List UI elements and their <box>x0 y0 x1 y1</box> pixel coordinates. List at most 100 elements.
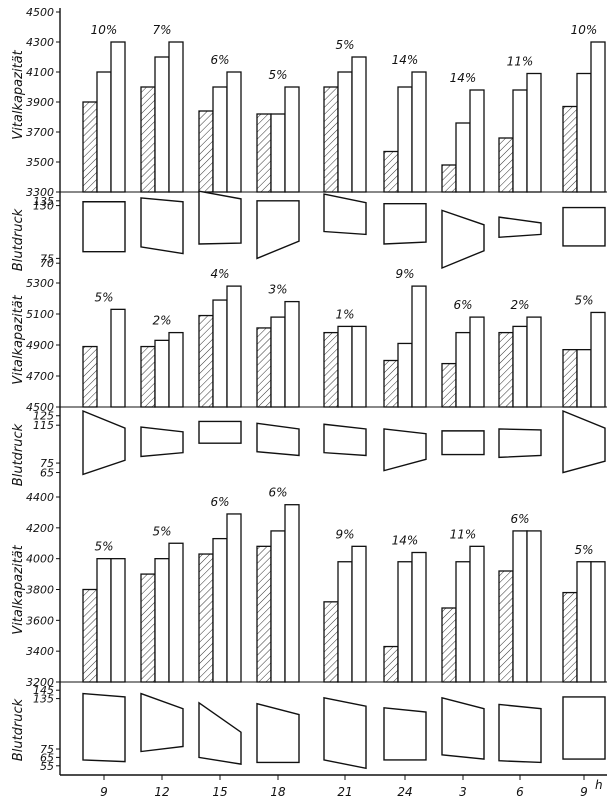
pct-label-2-1: 5% <box>152 524 171 538</box>
vital-tick-label-0: 3500 <box>26 156 54 169</box>
vital-bar-0-2-2 <box>226 71 242 193</box>
vital-bar-0-6-1 <box>455 122 471 193</box>
vital-bar-2-3-0 <box>256 545 272 683</box>
vital-bar-1-5-0 <box>383 359 399 408</box>
bp-shape-1-6 <box>441 430 485 456</box>
vital-bar-2-6-2 <box>469 545 485 683</box>
vital-bar-1-4-0 <box>323 331 339 408</box>
bp-tick-label-0: 135 <box>33 195 54 208</box>
pct-label-2-2: 6% <box>210 495 229 509</box>
bp-shape-2-2 <box>198 701 242 765</box>
vital-bar-0-3-1 <box>270 113 286 193</box>
vital-tick-label-1: 5100 <box>26 308 54 321</box>
bp-shape-2-3 <box>256 702 300 764</box>
ylabel-vital-3: Vitalkapazität <box>11 544 26 634</box>
vital-tick-label-2: 3600 <box>26 614 54 627</box>
vital-bar-1-2-2 <box>226 285 242 408</box>
vital-tick-label-1: 4500 <box>26 401 54 414</box>
vital-bar-2-3-1 <box>270 530 286 683</box>
bp-shape-2-5 <box>383 707 427 761</box>
bp-shape-2-0 <box>82 692 126 763</box>
vital-bar-0-8-0 <box>562 105 578 193</box>
vital-bar-2-0-0 <box>82 588 98 683</box>
vital-bar-1-1-0 <box>140 345 156 408</box>
pct-label-1-2: 4% <box>210 267 229 281</box>
x-tick-label-4: 21 <box>337 785 352 799</box>
vital-bar-1-5-2 <box>411 285 427 408</box>
pct-label-2-7: 6% <box>510 512 529 526</box>
pct-label-2-4: 9% <box>335 527 354 541</box>
ylabel-bp-1: Blutdruck <box>11 208 26 271</box>
vital-bar-0-4-2 <box>351 56 367 193</box>
bp-tick-label-2: 135 <box>33 693 54 706</box>
vital-tick-label-0: 4300 <box>26 36 54 49</box>
vital-bar-1-0-2 <box>110 308 126 408</box>
vital-bar-2-5-1 <box>397 561 413 683</box>
vital-bar-0-1-0 <box>140 86 156 193</box>
vital-bar-2-2-0 <box>198 553 214 683</box>
bp-shape-0-6 <box>441 209 485 270</box>
x-tick-label-0: 9 <box>100 785 108 799</box>
vital-bar-0-7-0 <box>498 137 514 193</box>
vital-bar-0-6-0 <box>441 164 457 193</box>
pct-label-1-4: 1% <box>335 307 354 321</box>
bp-shape-0-4 <box>323 193 367 236</box>
vital-tick-label-2: 4200 <box>26 522 54 535</box>
bp-shape-1-2 <box>198 420 242 444</box>
vital-bar-0-6-2 <box>469 89 485 193</box>
bp-tick-label-0: 130 <box>33 200 54 213</box>
bp-shape-0-8 <box>562 206 606 247</box>
vital-bar-2-7-2 <box>526 530 542 683</box>
vital-bar-1-6-1 <box>455 331 471 408</box>
vital-bar-1-4-1 <box>337 325 353 408</box>
vital-bar-0-5-0 <box>383 150 399 193</box>
bp-shape-1-3 <box>256 422 300 457</box>
vital-tick-label-2: 4400 <box>26 491 54 504</box>
x-tick-label-7: 6 <box>516 785 524 799</box>
bp-shape-2-4 <box>323 696 367 770</box>
bp-shape-0-2 <box>198 190 242 245</box>
vital-tick-label-0: 3700 <box>26 126 54 139</box>
x-tick-label-8: 9 <box>580 785 588 799</box>
vital-bar-2-1-2 <box>168 542 184 683</box>
pct-label-0-4: 5% <box>335 38 354 52</box>
vital-bar-1-3-2 <box>284 300 300 408</box>
pct-label-2-6: 11% <box>450 527 477 541</box>
bp-shape-2-1 <box>140 692 184 753</box>
bp-tick-label-2: 145 <box>33 684 54 697</box>
vital-bar-1-8-1 <box>576 348 592 408</box>
x-tick-label-1: 12 <box>154 785 169 799</box>
vital-tick-label-0: 3300 <box>26 186 54 199</box>
bp-shape-1-5 <box>383 428 427 472</box>
pct-label-1-6: 6% <box>453 298 472 312</box>
vital-bar-2-4-2 <box>351 545 367 683</box>
vital-bar-1-2-0 <box>198 314 214 408</box>
bp-tick-label-2: 65 <box>40 751 54 764</box>
pct-label-1-5: 9% <box>395 267 414 281</box>
ylabel-bp-3: Blutdruck <box>11 698 26 761</box>
vital-bar-2-6-1 <box>455 561 471 683</box>
x-tick-label-5: 24 <box>397 785 412 799</box>
vital-tick-label-1: 4900 <box>26 339 54 352</box>
vital-bar-2-8-1 <box>576 561 592 683</box>
vital-bar-1-7-1 <box>512 325 528 408</box>
pct-label-2-0: 5% <box>94 540 113 554</box>
bp-tick-label-2: 75 <box>40 743 54 756</box>
pct-label-1-8: 5% <box>574 293 593 307</box>
vital-bar-1-1-2 <box>168 331 184 408</box>
vital-bar-1-5-1 <box>397 342 413 408</box>
vital-bar-1-3-1 <box>270 316 286 408</box>
ylabel-vital-1: Vitalkapazität <box>11 49 26 139</box>
vital-bar-1-4-2 <box>351 325 367 408</box>
vital-bar-2-5-0 <box>383 645 399 683</box>
vital-bar-2-6-0 <box>441 607 457 683</box>
pct-label-1-7: 2% <box>510 298 529 312</box>
vital-bar-2-7-1 <box>512 530 528 683</box>
bp-shape-2-8 <box>562 696 606 760</box>
bp-shape-0-5 <box>383 202 427 245</box>
vital-bar-1-3-0 <box>256 327 272 408</box>
vital-bar-0-7-1 <box>512 89 528 193</box>
vital-bar-1-7-2 <box>526 316 542 408</box>
vital-bar-0-1-1 <box>154 56 170 193</box>
bp-shape-2-7 <box>498 703 542 764</box>
